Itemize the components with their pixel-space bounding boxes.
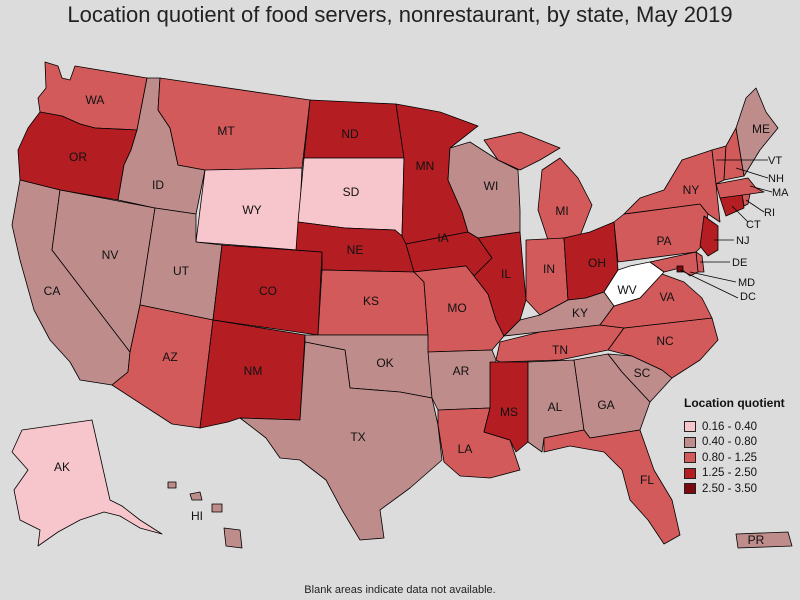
label-ND: ND [341, 127, 359, 141]
legend-swatch-0 [684, 421, 696, 433]
label-TN: TN [552, 343, 568, 357]
label-VT: VT [768, 155, 782, 167]
label-LA: LA [458, 442, 473, 456]
legend-row-1: 0.40 - 0.80 [684, 435, 785, 451]
label-MA: MA [772, 187, 789, 199]
label-MT: MT [217, 124, 235, 138]
label-CA: CA [44, 284, 61, 298]
legend-swatch-4 [684, 483, 696, 495]
legend-label-0: 0.16 - 0.40 [702, 420, 757, 433]
label-HI: HI [191, 509, 203, 523]
state-NJ[interactable] [699, 215, 719, 257]
label-KY: KY [572, 306, 588, 320]
label-PA: PA [656, 234, 671, 248]
legend-row-0: 0.16 - 0.40 [684, 419, 785, 435]
label-NH: NH [768, 173, 784, 185]
state-PR[interactable] [735, 531, 793, 549]
label-NM: NM [244, 364, 263, 378]
label-MD: MD [738, 277, 755, 289]
label-WY: WY [242, 203, 261, 217]
footnote: Blank areas indicate data not available. [304, 584, 496, 596]
label-VA: VA [659, 290, 674, 304]
map-legend: Location quotient 0.16 - 0.40 0.40 - 0.8… [684, 396, 785, 497]
label-NC: NC [656, 334, 674, 348]
label-OR: OR [69, 150, 87, 164]
label-OH: OH [588, 256, 606, 270]
label-TX: TX [350, 430, 365, 444]
state-TX[interactable] [239, 341, 443, 541]
state-AR[interactable] [427, 349, 497, 411]
label-GA: GA [597, 398, 614, 412]
map-title: Location quotient of food servers, nonre… [67, 2, 733, 27]
label-NV: NV [102, 248, 119, 262]
state-MD[interactable] [649, 251, 699, 277]
label-SD: SD [343, 185, 360, 199]
label-WI: WI [484, 179, 499, 193]
label-AK: AK [54, 460, 70, 474]
legend-title: Location quotient [684, 396, 785, 410]
label-NY: NY [683, 183, 700, 197]
state-IL[interactable] [473, 231, 527, 337]
legend-label-3: 1.25 - 2.50 [702, 467, 757, 480]
label-CO: CO [259, 284, 277, 298]
legend-swatch-2 [684, 452, 696, 464]
label-RI: RI [764, 207, 775, 219]
label-AL: AL [548, 400, 563, 414]
legend-row-4: 2.50 - 3.50 [684, 481, 785, 497]
label-UT: UT [173, 264, 190, 278]
label-MO: MO [447, 301, 466, 315]
state-HI[interactable] [167, 481, 243, 549]
label-ME: ME [752, 122, 770, 136]
label-AR: AR [453, 364, 470, 378]
label-AZ: AZ [162, 350, 177, 364]
label-OK: OK [376, 356, 393, 370]
label-MS: MS [500, 405, 518, 419]
label-NE: NE [347, 243, 364, 257]
label-DE: DE [732, 257, 747, 269]
legend-label-4: 2.50 - 3.50 [702, 482, 757, 495]
state-MI[interactable] [483, 131, 593, 241]
legend-label-2: 0.80 - 1.25 [702, 451, 757, 464]
label-KS: KS [363, 294, 379, 308]
label-FL: FL [640, 473, 654, 487]
label-IN: IN [543, 262, 555, 276]
label-IL: IL [501, 267, 511, 281]
legend-swatch-3 [684, 467, 696, 479]
legend-row-3: 1.25 - 2.50 [684, 466, 785, 482]
label-WA: WA [86, 93, 105, 107]
label-DC: DC [740, 291, 756, 303]
legend-swatch-1 [684, 436, 696, 448]
label-ID: ID [152, 178, 164, 192]
label-NJ: NJ [736, 235, 749, 247]
state-FL[interactable] [543, 429, 681, 545]
label-CT: CT [746, 219, 761, 231]
legend-label-1: 0.40 - 0.80 [702, 436, 757, 449]
label-PR: PR [748, 533, 765, 547]
label-MI: MI [555, 204, 568, 218]
label-MN: MN [416, 159, 435, 173]
label-SC: SC [634, 366, 651, 380]
label-WV: WV [617, 283, 636, 297]
legend-row-2: 0.80 - 1.25 [684, 450, 785, 466]
label-IA: IA [437, 231, 448, 245]
state-AK[interactable] [11, 419, 163, 547]
state-MA[interactable] [715, 177, 765, 199]
